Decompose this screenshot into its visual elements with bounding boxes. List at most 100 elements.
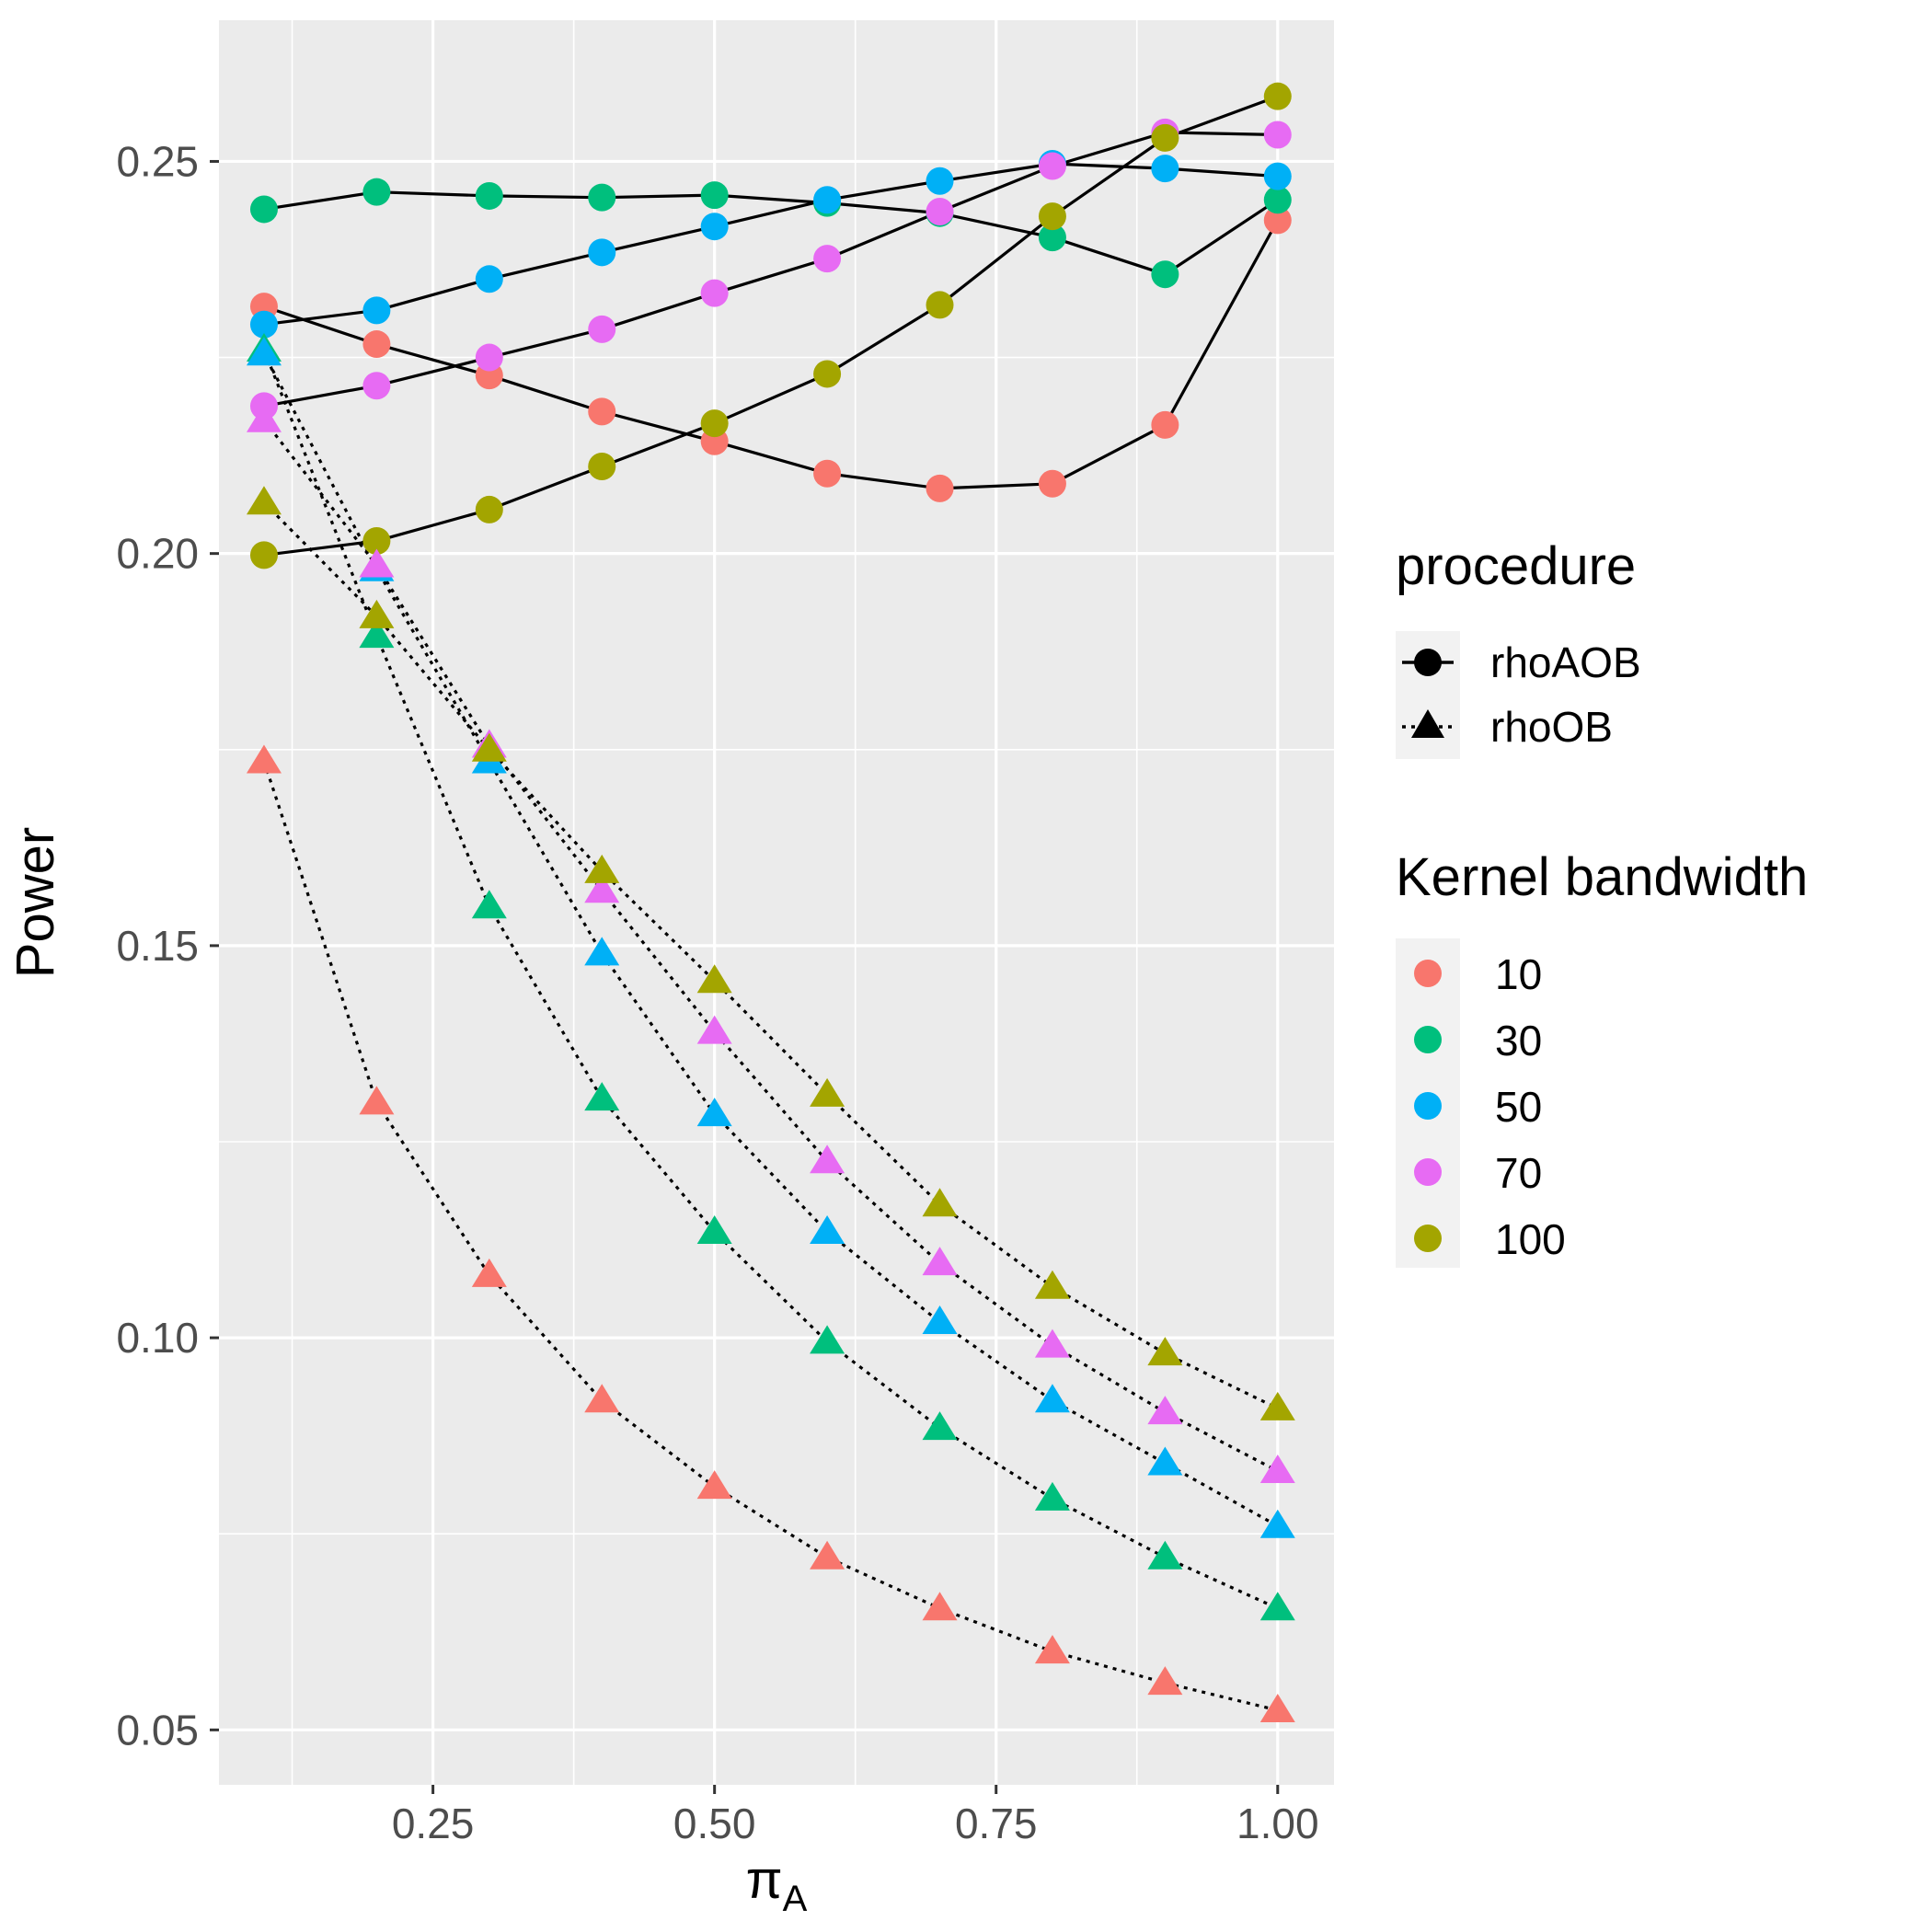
legend-label-rhoAOB: rhoAOB (1490, 638, 1641, 686)
point-rhoAOB-100 (249, 541, 278, 569)
point-rhoAOB-70 (926, 197, 954, 225)
point-rhoAOB-30 (700, 181, 729, 210)
point-rhoOB-10 (810, 1540, 845, 1570)
point-rhoAOB-70 (1038, 152, 1066, 180)
x-axis-title-subscript: A (783, 1879, 808, 1919)
point-rhoOB-70 (1147, 1396, 1183, 1425)
series-points (246, 82, 1295, 1723)
x-tick-label: 0.75 (955, 1800, 1038, 1847)
series-line-rhoAOB-100 (263, 95, 1279, 557)
point-rhoOB-100 (471, 732, 507, 762)
point-rhoAOB-30 (362, 178, 391, 206)
point-rhoOB-70 (359, 548, 395, 578)
point-rhoAOB-50 (475, 265, 503, 293)
point-rhoOB-100 (246, 486, 282, 515)
point-rhoAOB-100 (926, 291, 954, 319)
x-tick-label: 1.00 (1236, 1800, 1319, 1847)
point-rhoOB-100 (696, 964, 732, 994)
legend-key-bandwidth-10 (1414, 960, 1442, 987)
point-rhoOB-70 (246, 403, 282, 432)
legend-label-rhoOB: rhoOB (1490, 703, 1613, 751)
point-rhoOB-50 (696, 1098, 732, 1127)
point-rhoOB-30 (810, 1325, 845, 1354)
point-rhoOB-30 (471, 890, 507, 919)
point-rhoOB-10 (246, 744, 282, 774)
point-rhoOB-70 (1259, 1455, 1295, 1484)
point-rhoOB-70 (696, 1015, 732, 1044)
point-rhoOB-50 (810, 1215, 845, 1245)
legend-key-bandwidth-70 (1414, 1158, 1442, 1186)
legend-procedure-title: procedure (1396, 536, 1636, 596)
series-line-rhoAOB-30 (263, 190, 1279, 276)
x-tick-label: 0.25 (392, 1800, 475, 1847)
point-rhoOB-70 (1034, 1328, 1070, 1358)
point-rhoAOB-50 (249, 310, 278, 339)
legend-key-rhoAOB-circle (1414, 649, 1442, 676)
point-rhoOB-10 (696, 1470, 732, 1500)
plot-panel (219, 20, 1334, 1785)
legend-procedure: procedure rhoAOB rhoOB (1396, 536, 1641, 759)
point-rhoOB-30 (922, 1411, 958, 1441)
point-rhoAOB-70 (588, 315, 616, 343)
y-tick-label: 0.05 (116, 1706, 199, 1754)
point-rhoOB-100 (1147, 1337, 1183, 1366)
point-rhoOB-100 (1259, 1391, 1295, 1420)
point-rhoOB-30 (359, 619, 395, 649)
point-rhoOB-100 (810, 1077, 845, 1107)
y-tick-label: 0.10 (116, 1314, 199, 1362)
point-rhoAOB-30 (588, 183, 616, 212)
point-rhoAOB-50 (1151, 155, 1179, 183)
point-rhoOB-100 (922, 1188, 958, 1217)
x-axis: 0.25 0.50 0.75 1.00 (392, 1785, 1319, 1847)
point-rhoAOB-10 (1151, 410, 1179, 439)
point-rhoAOB-10 (362, 330, 391, 359)
point-rhoAOB-70 (475, 343, 503, 372)
series-line-rhoOB-70 (262, 419, 1279, 1473)
point-rhoAOB-10 (926, 474, 954, 502)
series-line-rhoAOB-50 (263, 162, 1278, 327)
point-rhoAOB-50 (813, 186, 842, 214)
point-rhoOB-30 (1034, 1481, 1070, 1511)
point-rhoOB-10 (359, 1086, 395, 1115)
legend-key-rhoOB-triangle (1411, 709, 1444, 738)
series-line-rhoAOB-10 (263, 219, 1280, 490)
point-rhoAOB-70 (813, 245, 842, 273)
series-line-rhoOB-30 (262, 349, 1279, 1610)
series-line-rhoOB-50 (262, 352, 1279, 1528)
point-rhoOB-50 (922, 1305, 958, 1335)
point-rhoAOB-50 (926, 167, 954, 195)
point-rhoAOB-50 (700, 213, 729, 241)
point-rhoOB-30 (584, 1082, 620, 1111)
point-rhoOB-30 (696, 1215, 732, 1245)
point-rhoOB-10 (584, 1384, 620, 1413)
x-axis-title-symbol: π (746, 1850, 783, 1910)
point-rhoOB-70 (922, 1247, 958, 1276)
point-rhoOB-50 (1034, 1384, 1070, 1413)
y-tick-label: 0.15 (116, 922, 199, 970)
legend-label-100: 100 (1495, 1215, 1566, 1263)
legend-key-bandwidth-30 (1414, 1026, 1442, 1053)
x-tick-label: 0.50 (673, 1800, 756, 1847)
point-rhoAOB-50 (588, 238, 616, 267)
point-rhoOB-30 (1259, 1592, 1295, 1621)
point-rhoAOB-100 (1151, 123, 1179, 152)
point-rhoAOB-30 (1263, 186, 1292, 214)
point-rhoAOB-10 (813, 459, 842, 488)
y-axis: 0.05 0.10 0.15 0.20 0.25 (116, 137, 219, 1754)
point-rhoOB-10 (1259, 1694, 1295, 1723)
point-rhoAOB-100 (1038, 202, 1066, 231)
point-rhoAOB-30 (1038, 224, 1066, 252)
point-rhoAOB-70 (362, 372, 391, 400)
legend-label-30: 30 (1495, 1017, 1542, 1064)
legend-label-10: 10 (1495, 950, 1542, 998)
point-rhoOB-100 (359, 599, 395, 628)
point-rhoOB-10 (471, 1258, 507, 1287)
point-rhoAOB-100 (588, 453, 616, 481)
point-rhoAOB-10 (1263, 206, 1292, 235)
point-rhoAOB-30 (249, 195, 278, 224)
point-rhoAOB-100 (813, 360, 842, 388)
point-rhoAOB-70 (1263, 121, 1292, 149)
point-rhoAOB-100 (700, 409, 729, 438)
series-line-rhoOB-100 (262, 501, 1279, 1410)
